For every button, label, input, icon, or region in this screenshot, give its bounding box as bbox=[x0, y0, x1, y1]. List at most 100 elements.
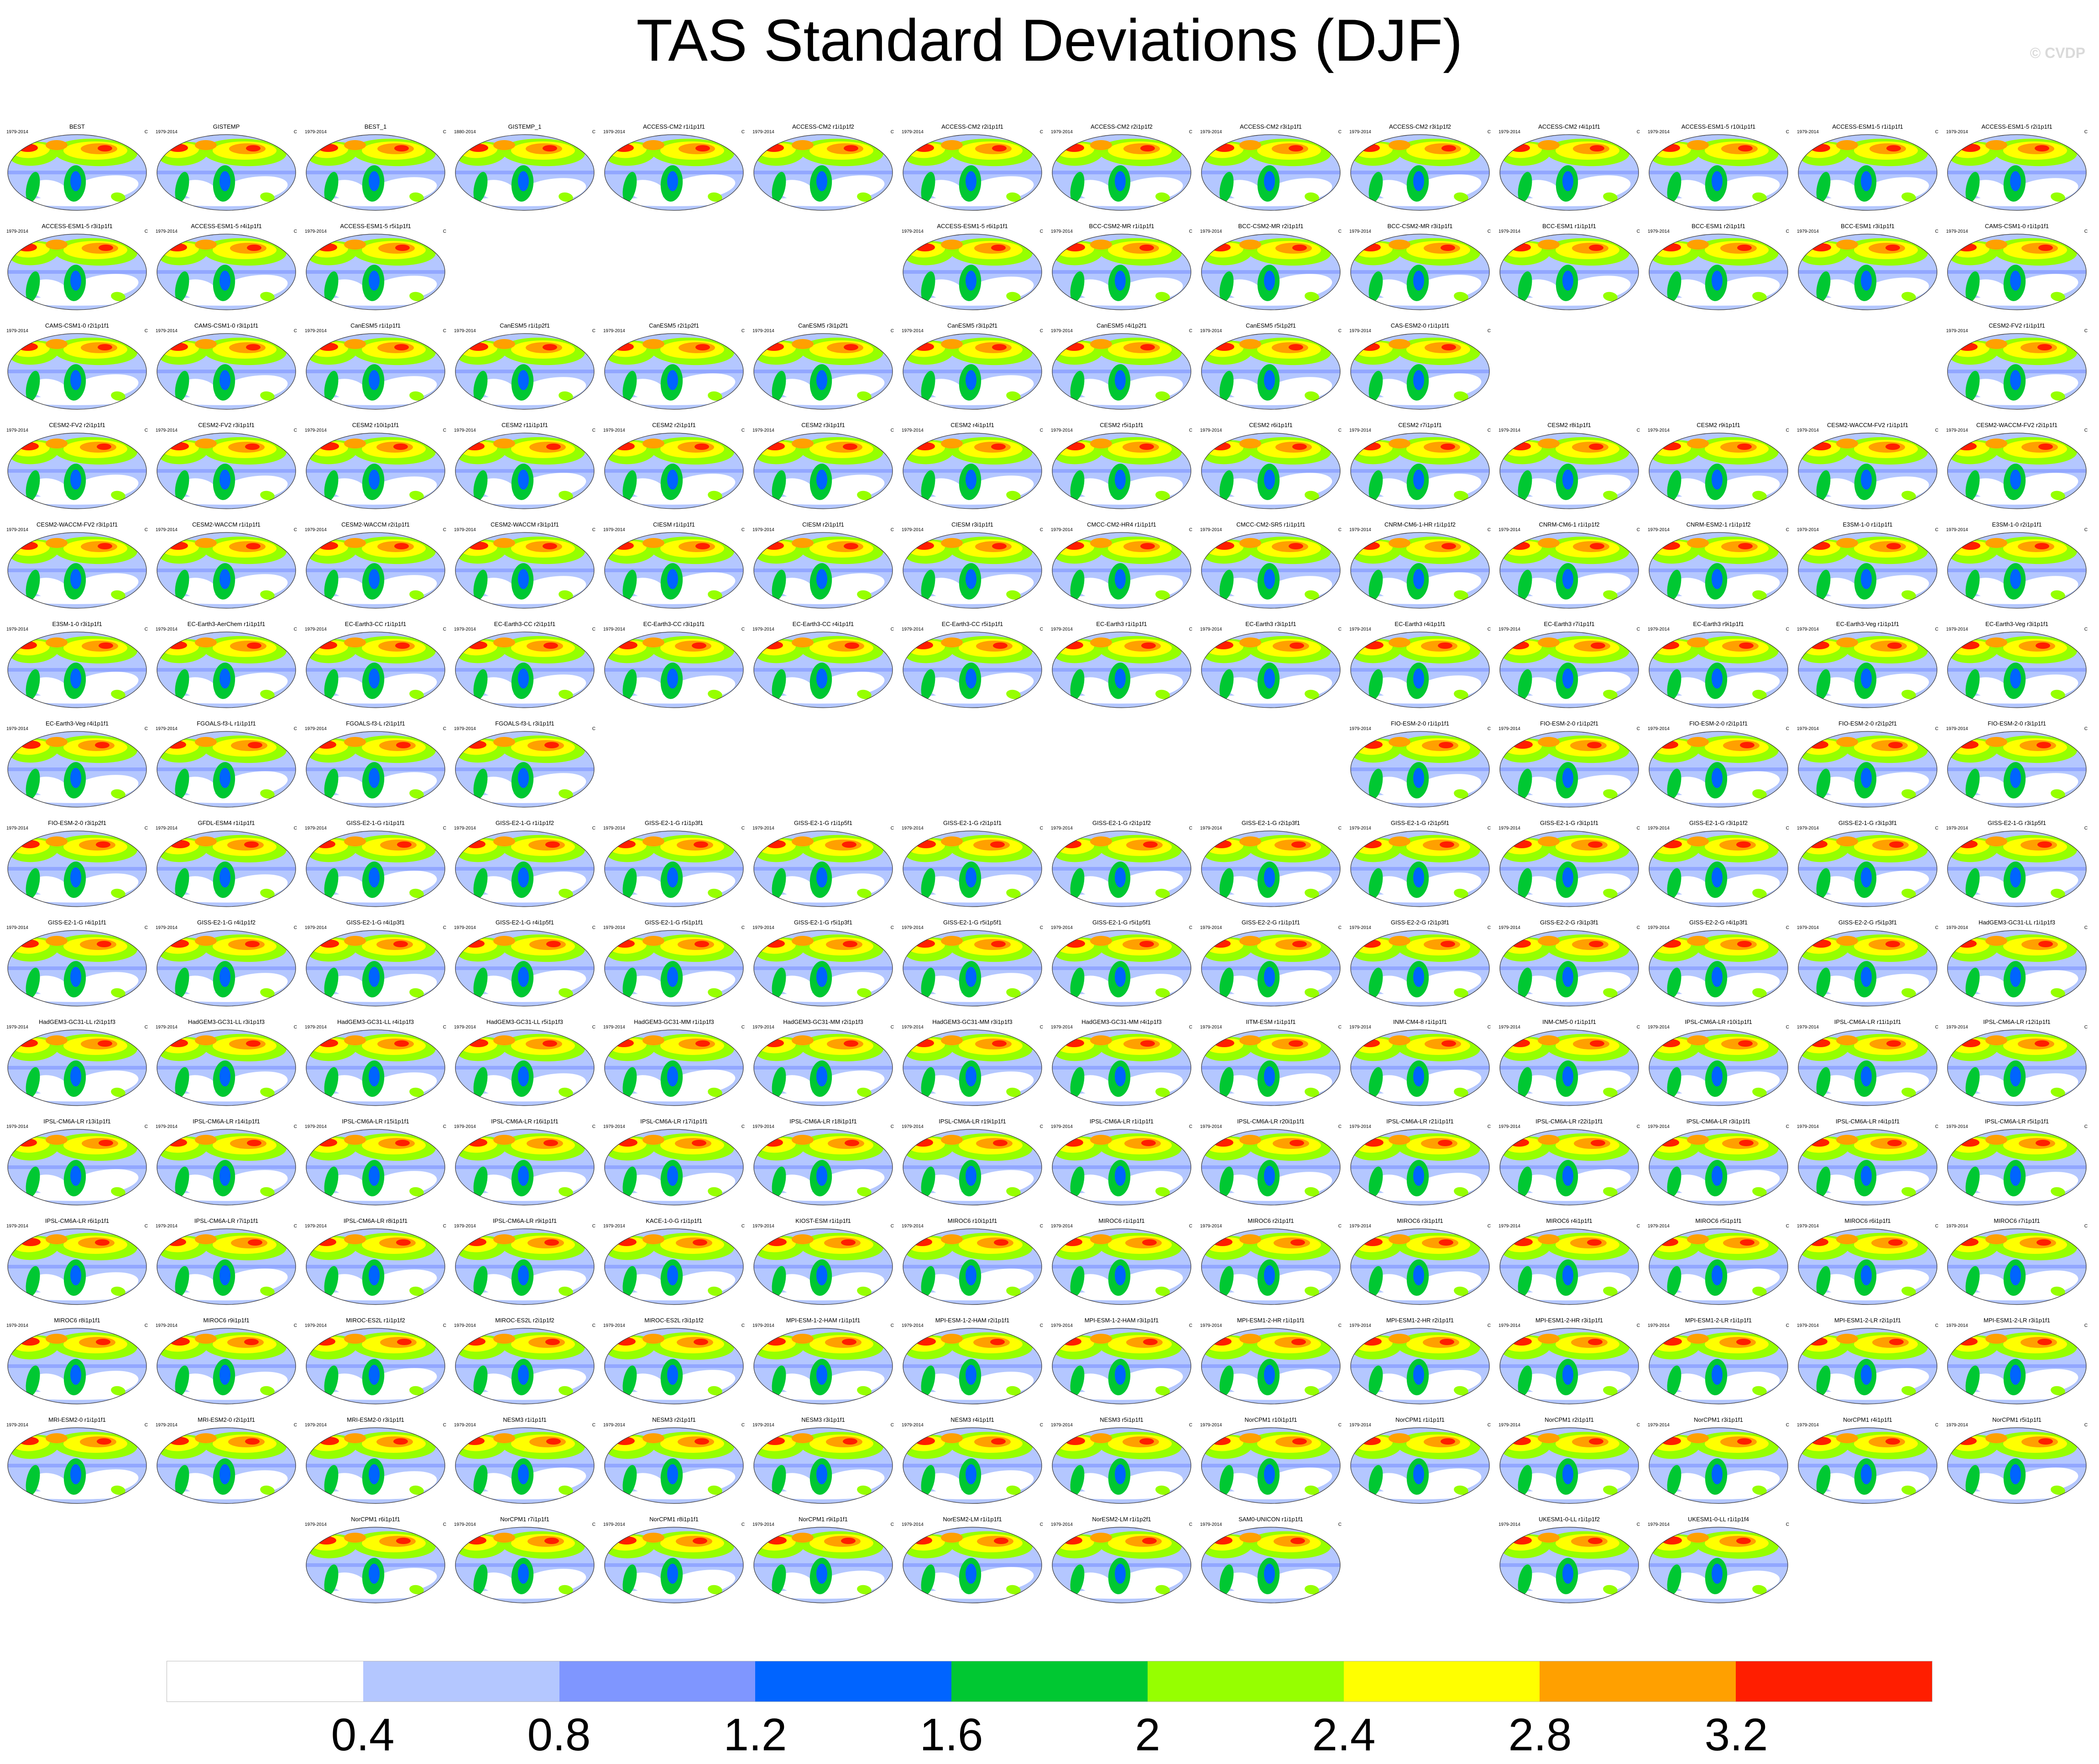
panel-years: 1979-2014 bbox=[454, 627, 476, 632]
panel-letter: C bbox=[443, 1423, 446, 1428]
panel-title: CESM2 r7i1p1f1 bbox=[1398, 422, 1442, 428]
map-panel: CNRM-CM6-1 r1i1p1f2 1979-2014 C bbox=[1497, 521, 1642, 611]
panel-letter: C bbox=[890, 1323, 894, 1328]
map-panel: IPSL-CM6A-LR r13i1p1f1 1979-2014 C bbox=[5, 1118, 150, 1207]
world-map bbox=[903, 1427, 1042, 1504]
world-map bbox=[1499, 532, 1639, 609]
panel-letter: C bbox=[443, 329, 446, 334]
map-panel: EC-Earth3-AerChem r1i1p1f1 1979-2014 C bbox=[154, 621, 299, 710]
map-panel: KACE-1-0-G r1i1p1f1 1979-2014 C bbox=[601, 1217, 747, 1307]
panel-years: 1979-2014 bbox=[156, 1423, 178, 1428]
panel-years: 1979-2014 bbox=[1946, 1224, 1968, 1229]
panel-title: IPSL-CM6A-LR r22i1p1f1 bbox=[1535, 1118, 1603, 1125]
world-map bbox=[753, 631, 893, 708]
world-map bbox=[1350, 1328, 1490, 1404]
page-title: TAS Standard Deviations (DJF) bbox=[636, 7, 1463, 73]
world-map bbox=[1201, 333, 1341, 410]
panel-letter: C bbox=[443, 1323, 446, 1328]
panel-letter: C bbox=[1786, 1124, 1789, 1129]
map-panel: NorCPM1 r1i1p1f1 1979-2014 C bbox=[1347, 1416, 1493, 1506]
panel-letter: C bbox=[1039, 1423, 1043, 1428]
panel-title: GISS-E2-1-G r5i1p1f1 bbox=[645, 919, 703, 926]
map-panel: GISS-E2-1-G r1i1p1f1 1979-2014 C bbox=[303, 819, 448, 909]
world-map bbox=[1649, 1527, 1788, 1603]
world-map bbox=[1052, 1029, 1191, 1106]
panel-letter: C bbox=[293, 726, 297, 731]
panel-years: 1979-2014 bbox=[305, 527, 327, 532]
world-map bbox=[1499, 830, 1639, 907]
panel-letter: C bbox=[1487, 1224, 1491, 1229]
panel-title: BCC-ESM1 r1i1p1f1 bbox=[1542, 223, 1596, 230]
world-map bbox=[1649, 1228, 1788, 1305]
panel-title: BCC-ESM1 r3i1p1f1 bbox=[1841, 223, 1895, 230]
panel-title: MPI-ESM1-2-HR r3i1p1f1 bbox=[1535, 1317, 1603, 1324]
panel-years: 1979-2014 bbox=[1499, 527, 1520, 532]
panel-title: IPSL-CM6A-LR r12i1p1f1 bbox=[1983, 1018, 2051, 1025]
panel-letter: C bbox=[1338, 627, 1342, 632]
panel-years: 1979-2014 bbox=[305, 826, 327, 831]
panel-letter: C bbox=[1487, 826, 1491, 831]
panel-letter: C bbox=[1487, 726, 1491, 731]
map-panel: GISS-E2-1-G r2i1p3f1 1979-2014 C bbox=[1198, 819, 1343, 909]
panel-years: 1979-2014 bbox=[603, 1124, 625, 1129]
panel-letter: C bbox=[890, 428, 894, 433]
panel-letter: C bbox=[741, 428, 745, 433]
panel-letter: C bbox=[592, 925, 595, 930]
panel-years: 1979-2014 bbox=[603, 130, 625, 135]
map-panel: SAM0-UNICON r1i1p1f1 1979-2014 C bbox=[1198, 1516, 1343, 1605]
world-map bbox=[753, 1228, 893, 1305]
panel-title: CNRM-CM6-1-HR r1i1p1f2 bbox=[1384, 521, 1456, 528]
map-panel: EC-Earth3 r4i1p1f1 1979-2014 C bbox=[1347, 621, 1493, 710]
panel-years: 1979-2014 bbox=[902, 229, 924, 234]
world-map bbox=[753, 1527, 893, 1603]
map-panel: CESM2-FV2 r2i1p1f1 1979-2014 C bbox=[5, 422, 150, 511]
world-map bbox=[1052, 234, 1191, 310]
panel-years: 1979-2014 bbox=[1797, 229, 1819, 234]
panel-letter: C bbox=[890, 527, 894, 532]
panel-years: 1979-2014 bbox=[1051, 1323, 1073, 1328]
map-panel: NorESM2-LM r1i1p2f1 1979-2014 C bbox=[1049, 1516, 1194, 1605]
panel-title: MIROC-ES2L r2i1p1f2 bbox=[495, 1317, 554, 1324]
panel-letter: C bbox=[1189, 627, 1192, 632]
map-panel: E3SM-1-0 r1i1p1f1 1979-2014 C bbox=[1795, 521, 1940, 611]
panel-title: NorCPM1 r10i1p1f1 bbox=[1244, 1416, 1297, 1423]
panel-years: 1979-2014 bbox=[454, 726, 476, 731]
panel-letter: C bbox=[1636, 627, 1640, 632]
world-map bbox=[455, 830, 595, 907]
map-panel: GISS-E2-1-G r5i1p3f1 1979-2014 C bbox=[751, 919, 896, 1008]
panel-title: IPSL-CM6A-LR r4i1p1f1 bbox=[1835, 1118, 1900, 1125]
panel-letter: C bbox=[1487, 527, 1491, 532]
panel-years: 1979-2014 bbox=[6, 1124, 28, 1129]
panel-letter: C bbox=[1636, 1224, 1640, 1229]
world-map bbox=[306, 1427, 445, 1504]
panel-years: 1979-2014 bbox=[1349, 428, 1371, 433]
panel-years: 1979-2014 bbox=[902, 1025, 924, 1030]
panel-years: 1979-2014 bbox=[305, 1124, 327, 1129]
panel-years: 1979-2014 bbox=[1200, 627, 1222, 632]
map-panel: BCC-CSM2-MR r1i1p1f1 1979-2014 C bbox=[1049, 223, 1194, 312]
world-map bbox=[7, 234, 147, 310]
map-panel: GISS-E2-1-G r2i1p5f1 1979-2014 C bbox=[1347, 819, 1493, 909]
world-map bbox=[1350, 1427, 1490, 1504]
world-map bbox=[306, 1328, 445, 1404]
map-panel: ACCESS-ESM1-5 r4i1p1f1 1979-2014 C bbox=[154, 223, 299, 312]
panel-title: CESM2-FV2 r1i1p1f1 bbox=[1989, 322, 2045, 329]
panel-letter: C bbox=[741, 527, 745, 532]
panel-letter: C bbox=[890, 329, 894, 334]
world-map bbox=[7, 1228, 147, 1305]
world-map bbox=[306, 731, 445, 808]
panel-letter: C bbox=[443, 726, 446, 731]
panel-years: 1979-2014 bbox=[902, 428, 924, 433]
panel-letter: C bbox=[1487, 428, 1491, 433]
map-panel: GISS-E2-1-G r5i1p1f1 1979-2014 C bbox=[601, 919, 747, 1008]
panel-title: MIROC6 r4i1p1f1 bbox=[1546, 1217, 1593, 1224]
world-map bbox=[604, 532, 744, 609]
panel-years: 1979-2014 bbox=[1051, 627, 1073, 632]
map-panel: MIROC6 r4i1p1f1 1979-2014 C bbox=[1497, 1217, 1642, 1307]
map-panel: ACCESS-CM2 r2i1p1f1 1979-2014 C bbox=[900, 123, 1045, 213]
map-panel: MPI-ESM1-2-LR r1i1p1f1 1979-2014 C bbox=[1646, 1317, 1791, 1406]
world-map bbox=[455, 930, 595, 1007]
map-panel: EC-Earth3-CC r4i1p1f1 1979-2014 C bbox=[751, 621, 896, 710]
panel-letter: C bbox=[293, 130, 297, 135]
world-map bbox=[7, 1427, 147, 1504]
